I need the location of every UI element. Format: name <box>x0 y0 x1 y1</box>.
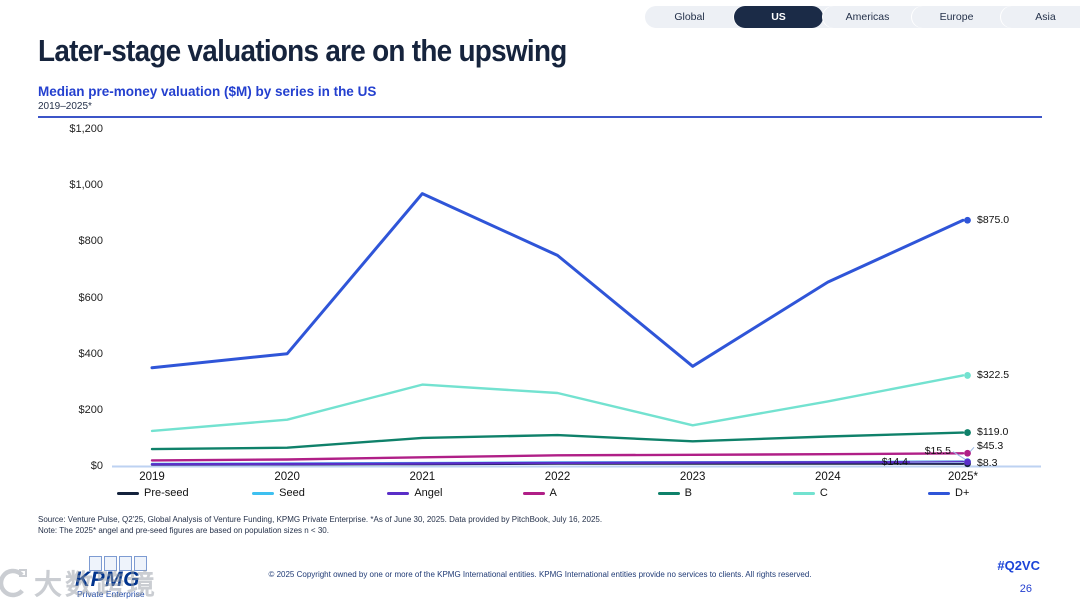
legend-swatch <box>117 492 139 496</box>
series-endpoint-b <box>964 429 971 436</box>
legend-label: A <box>549 487 557 499</box>
x-tick: 2024 <box>815 471 841 483</box>
y-tick: $200 <box>78 403 103 416</box>
data-label-a: $45.3 <box>977 440 1004 453</box>
series-endpoint-c <box>964 372 971 379</box>
legend-label: B <box>684 487 692 499</box>
legend-label: Angel <box>414 487 443 499</box>
tab-asia[interactable]: Asia <box>1001 6 1080 28</box>
legend-swatch <box>657 492 680 496</box>
x-tick: 2019 <box>139 471 165 483</box>
series-endpoint-d <box>964 216 971 224</box>
legend-label: D+ <box>955 487 970 499</box>
data-label-preseed: $8.3 <box>977 457 998 470</box>
kpmg-logo-text: KPMG <box>75 568 140 591</box>
legend-swatch <box>387 492 410 496</box>
legend-swatch <box>252 492 275 496</box>
legend-item-b: B <box>657 487 692 499</box>
legend-swatch <box>928 492 950 496</box>
y-tick: $400 <box>78 347 103 360</box>
kpmg-logo: KPMG Private Enterprise <box>75 556 195 599</box>
legend-item-angel: Angel <box>387 487 442 499</box>
series-line-preseed <box>150 462 965 466</box>
legend-item-d: D+ <box>928 487 969 499</box>
data-label-angel: $14.4 <box>881 455 908 468</box>
data-label-d: $875.0 <box>977 213 1010 226</box>
legend-swatch <box>792 492 815 496</box>
legend-label: Pre-seed <box>144 487 189 499</box>
footnotes: Source: Venture Pulse, Q2'25, Global Ana… <box>38 515 602 536</box>
page-title: Later-stage valuations are on the upswin… <box>38 33 567 68</box>
data-label-b: $119.0 <box>977 426 1009 439</box>
note-text: Note: The 2025* angel and pre-seed figur… <box>38 525 329 535</box>
tab-global[interactable]: Global <box>674 11 705 23</box>
legend-label: Seed <box>279 487 305 499</box>
tab-americas[interactable]: Americas <box>823 6 912 28</box>
series-line-seed <box>150 460 965 466</box>
x-tick: 2021 <box>409 471 436 483</box>
series-line-b <box>150 431 965 451</box>
leader-line <box>952 451 967 461</box>
leader-line <box>909 461 966 463</box>
series-line-a <box>150 452 965 462</box>
y-tick: $1,000 <box>69 179 103 192</box>
legend-item-seed: Seed <box>252 487 305 499</box>
x-tick: 2022 <box>544 471 571 483</box>
source-text: Source: Venture Pulse, Q2'25, Global Ana… <box>38 515 603 524</box>
series-endpoint-a <box>964 449 971 457</box>
legend-item-c: C <box>792 487 828 499</box>
legend-label: C <box>819 487 828 499</box>
copyright-text: © 2025 Copyright owned by one or more of… <box>268 570 812 579</box>
legend-item-a: A <box>522 487 557 499</box>
header-divider <box>38 116 1042 118</box>
hashtag-q2vc: #Q2VC <box>997 558 1040 573</box>
series-endpoint-preseed <box>964 460 971 468</box>
region-tab-bar: Global US Americas Europe Asia <box>645 6 1080 28</box>
page-number: 26 <box>1019 583 1032 595</box>
kpmg-logo-subtext: Private Enterprise <box>77 589 145 599</box>
kpmg-logo-rects <box>89 556 195 571</box>
x-tick: 2020 <box>274 471 300 483</box>
y-tick: $600 <box>78 291 103 304</box>
y-tick: $0 <box>90 460 103 472</box>
chart-subtitle: Median pre-money valuation ($M) by serie… <box>38 84 377 99</box>
legend-item-preseed: Pre-seed <box>117 487 189 499</box>
series-line-c <box>150 374 965 433</box>
series-endpoint-seed <box>964 458 971 466</box>
tab-europe[interactable]: Europe <box>912 6 1001 28</box>
data-label-c: $322.5 <box>977 368 1010 381</box>
tab-us[interactable]: US <box>734 6 823 28</box>
series-line-angel <box>150 460 965 466</box>
legend-swatch <box>522 492 545 496</box>
x-tick: 2023 <box>679 471 706 483</box>
y-tick: $1,200 <box>69 123 103 135</box>
leader-line <box>969 446 975 453</box>
data-label-seed: $15.5 <box>924 444 951 457</box>
series-line-d <box>150 192 965 370</box>
x-tick: 2025* <box>947 471 979 483</box>
y-tick: $800 <box>78 235 103 248</box>
series-endpoint-angel <box>964 458 971 466</box>
chart-period: 2019–2025* <box>38 101 92 112</box>
